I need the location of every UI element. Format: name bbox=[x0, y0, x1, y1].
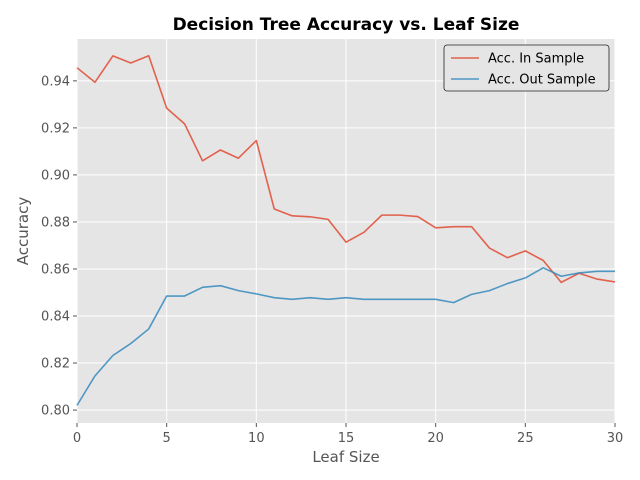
y-tick-label: 0.90 bbox=[41, 168, 70, 183]
legend-label: Acc. Out Sample bbox=[488, 73, 596, 88]
x-tick-label: 20 bbox=[427, 431, 444, 446]
x-tick-label: 0 bbox=[73, 431, 81, 446]
y-tick-label: 0.92 bbox=[41, 121, 70, 136]
x-tick-label: 10 bbox=[248, 431, 265, 446]
x-tick-label: 5 bbox=[163, 431, 171, 446]
y-axis-title: Accuracy bbox=[14, 197, 32, 266]
y-tick-label: 0.88 bbox=[41, 215, 70, 230]
y-tick-label: 0.94 bbox=[41, 74, 70, 89]
y-tick-label: 0.86 bbox=[41, 262, 70, 277]
legend-label: Acc. In Sample bbox=[488, 52, 584, 67]
series-line-2 bbox=[76, 266, 615, 406]
y-tick-label: 0.84 bbox=[41, 310, 70, 325]
x-tick-label: 15 bbox=[338, 431, 355, 446]
chart-title: Decision Tree Accuracy vs. Leaf Size bbox=[173, 15, 520, 35]
grid bbox=[76, 39, 616, 423]
series-line-1 bbox=[76, 54, 616, 284]
legend: Acc. In Sample Acc. Out Sample bbox=[443, 44, 610, 92]
y-tick-label: 0.80 bbox=[41, 404, 70, 419]
x-tick-label: 25 bbox=[517, 431, 534, 446]
x-axis-title: Leaf Size bbox=[312, 448, 379, 466]
ticks: 0 5 10 15 20 25 30 0.80 0.82 0.84 0.86 0.88 0.90 0.92… bbox=[41, 74, 623, 446]
legend-box bbox=[443, 44, 610, 92]
series-lines bbox=[76, 54, 616, 406]
y-tick-label: 0.82 bbox=[41, 357, 70, 372]
x-tick-label: 30 bbox=[607, 431, 624, 446]
